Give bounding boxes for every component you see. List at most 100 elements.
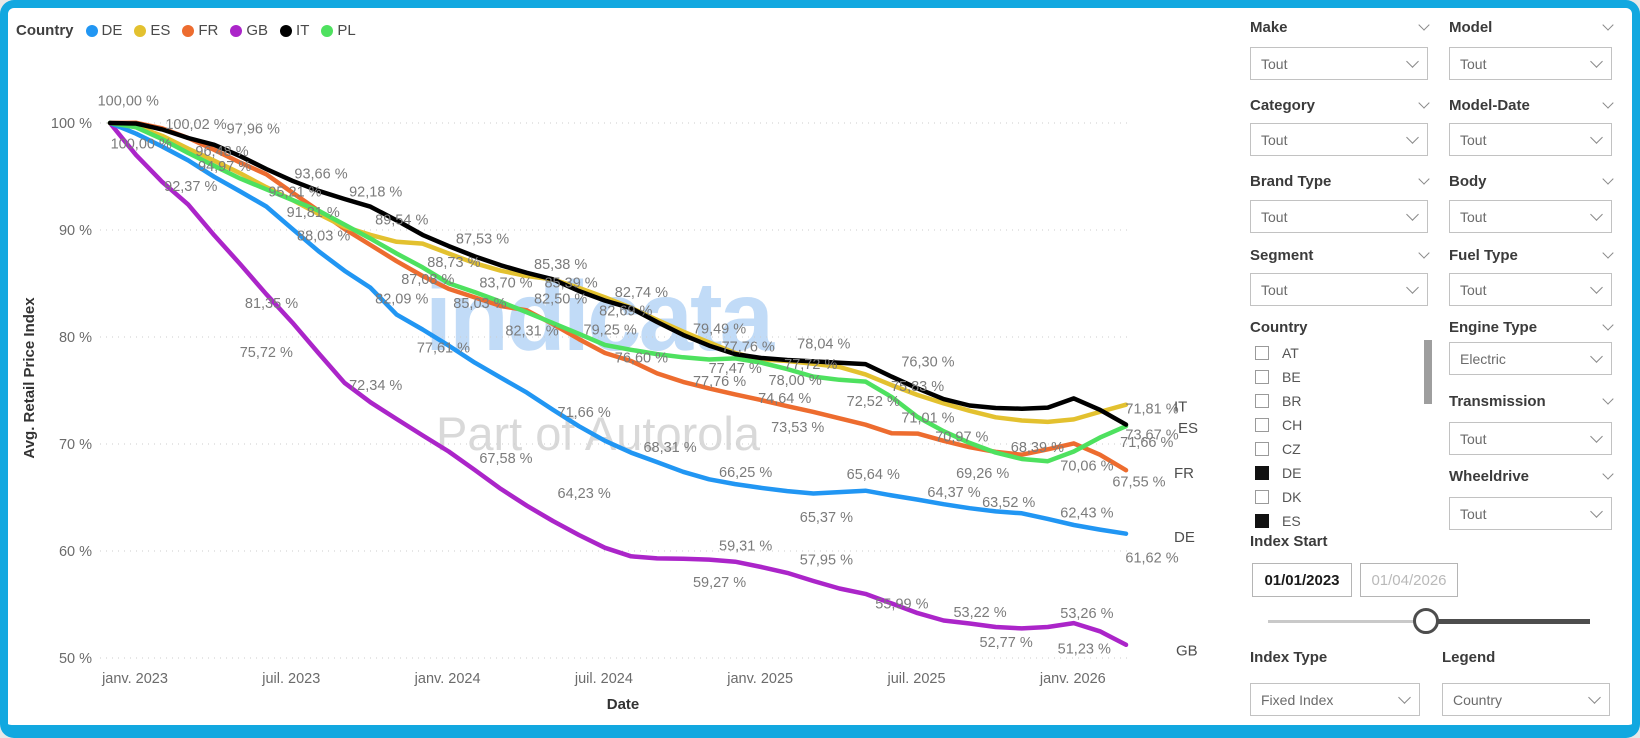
index-start-to-input[interactable]: 01/04/2026 bbox=[1360, 563, 1458, 597]
data-label: 67,55 % bbox=[1112, 474, 1165, 490]
data-label: 76,30 % bbox=[901, 355, 954, 371]
legend-item-label: FR bbox=[198, 22, 219, 39]
data-label: 100,00 % bbox=[111, 136, 172, 152]
data-label: 100,00 % bbox=[98, 94, 159, 110]
chevron-down-icon[interactable] bbox=[1418, 247, 1430, 259]
data-label: 92,18 % bbox=[349, 184, 402, 200]
checkbox-unchecked[interactable] bbox=[1255, 490, 1269, 504]
data-label: 59,31 % bbox=[719, 539, 772, 555]
chevron-down-icon[interactable] bbox=[1418, 19, 1430, 31]
checkbox-unchecked[interactable] bbox=[1255, 442, 1269, 456]
data-label: 76,60 % bbox=[615, 350, 668, 366]
data-label: 59,27 % bbox=[693, 575, 746, 591]
make-dropdown[interactable]: Tout bbox=[1250, 47, 1428, 80]
checkbox-checked[interactable] bbox=[1255, 514, 1269, 528]
segment-dropdown[interactable]: Tout bbox=[1250, 273, 1428, 306]
y-axis-title: Avg. Retail Price Index bbox=[21, 297, 38, 459]
chevron-down-icon bbox=[1590, 281, 1603, 294]
legend-title: Country bbox=[16, 22, 74, 39]
checkbox-unchecked[interactable] bbox=[1255, 394, 1269, 408]
country-option-label: ES bbox=[1282, 513, 1301, 529]
engine-type-filter-label: Engine Type bbox=[1449, 318, 1614, 336]
chevron-down-icon bbox=[1590, 131, 1603, 144]
data-label: 67,58 % bbox=[479, 451, 532, 467]
country-option-BR[interactable]: BR bbox=[1255, 390, 1420, 412]
data-label: 77,47 % bbox=[709, 361, 762, 377]
data-label: 75,72 % bbox=[240, 345, 293, 361]
chart-legend: Country DE ES FR GB IT PL bbox=[16, 22, 356, 39]
x-axis-tick: janv. 2024 bbox=[414, 671, 481, 687]
chevron-down-icon[interactable] bbox=[1418, 173, 1430, 185]
country-option-DE[interactable]: DE bbox=[1255, 462, 1420, 484]
country-option-CH[interactable]: CH bbox=[1255, 414, 1420, 436]
data-label: 73,67 % bbox=[1125, 427, 1178, 443]
series-end-tag-DE: DE bbox=[1174, 529, 1195, 546]
index-start-slider-track[interactable] bbox=[1268, 620, 1426, 623]
country-option-CZ[interactable]: CZ bbox=[1255, 438, 1420, 460]
country-list-scrollbar[interactable] bbox=[1424, 340, 1432, 404]
wheeldrive-dropdown[interactable]: Tout bbox=[1449, 497, 1612, 530]
model-date-dropdown[interactable]: Tout bbox=[1449, 123, 1612, 156]
engine-type-dropdown[interactable]: Electric bbox=[1449, 342, 1612, 375]
category-dropdown[interactable]: Tout bbox=[1250, 123, 1428, 156]
data-label: 64,23 % bbox=[558, 486, 611, 502]
data-label: 71,01 % bbox=[901, 410, 954, 426]
data-label: 51,23 % bbox=[1058, 641, 1111, 657]
country-option-DK[interactable]: DK bbox=[1255, 486, 1420, 508]
country-option-label: AT bbox=[1282, 345, 1299, 361]
country-option-ES[interactable]: ES bbox=[1255, 510, 1420, 532]
legend-item-label: IT bbox=[296, 22, 310, 39]
body-dropdown[interactable]: Tout bbox=[1449, 200, 1612, 233]
legend-item-GB[interactable]: GB bbox=[230, 22, 268, 39]
legend-item-IT[interactable]: IT bbox=[280, 22, 309, 39]
checkbox-unchecked[interactable] bbox=[1255, 346, 1269, 360]
legend-select-dropdown[interactable]: Country bbox=[1442, 683, 1610, 716]
chevron-down-icon[interactable] bbox=[1602, 247, 1614, 259]
data-label: 66,25 % bbox=[719, 465, 772, 481]
data-label: 55,99 % bbox=[875, 596, 928, 612]
index-type-dropdown[interactable]: Fixed Index bbox=[1250, 683, 1420, 716]
legend-item-label: ES bbox=[150, 22, 171, 39]
chevron-down-icon[interactable] bbox=[1602, 468, 1614, 480]
checkbox-unchecked[interactable] bbox=[1255, 418, 1269, 432]
chevron-down-icon[interactable] bbox=[1602, 97, 1614, 109]
index-start-slider-track[interactable] bbox=[1425, 619, 1590, 624]
data-label: 53,26 % bbox=[1060, 606, 1113, 622]
data-label: 89,54 % bbox=[375, 212, 428, 228]
model-dropdown[interactable]: Tout bbox=[1449, 47, 1612, 80]
y-axis-tick: 80 % bbox=[59, 330, 92, 346]
checkbox-checked[interactable] bbox=[1255, 466, 1269, 480]
checkbox-unchecked[interactable] bbox=[1255, 370, 1269, 384]
brand-type-filter-label: Brand Type bbox=[1250, 172, 1430, 190]
transmission-dropdown[interactable]: Tout bbox=[1449, 422, 1612, 455]
chevron-down-icon[interactable] bbox=[1602, 319, 1614, 331]
brand-type-dropdown[interactable]: Tout bbox=[1250, 200, 1428, 233]
chevron-down-icon[interactable] bbox=[1602, 393, 1614, 405]
data-label: 79,49 % bbox=[693, 321, 746, 337]
legend-item-label: DE bbox=[101, 22, 123, 39]
make-filter-label: Make bbox=[1250, 18, 1430, 36]
legend-item-ES[interactable]: ES bbox=[134, 22, 170, 39]
watermark-subtitle: Part of Autorola bbox=[436, 407, 760, 460]
index-start-from-input[interactable]: 01/01/2023 bbox=[1252, 563, 1352, 597]
legend-item-PL[interactable]: PL bbox=[321, 22, 356, 39]
x-axis-tick: janv. 2026 bbox=[1039, 671, 1106, 687]
index-start-slider-handle[interactable] bbox=[1412, 608, 1439, 634]
data-label: 96,48 % bbox=[195, 144, 248, 160]
chevron-down-icon[interactable] bbox=[1418, 97, 1430, 109]
chevron-down-icon bbox=[1590, 505, 1603, 518]
chevron-down-icon[interactable] bbox=[1602, 19, 1614, 31]
series-end-tag-ES: ES bbox=[1178, 420, 1198, 437]
fuel-type-dropdown[interactable]: Tout bbox=[1449, 273, 1612, 306]
legend-color-dot bbox=[321, 24, 334, 37]
country-option-BE[interactable]: BE bbox=[1255, 366, 1420, 388]
chevron-down-icon bbox=[1406, 208, 1419, 221]
series-end-tag-FR: FR bbox=[1174, 465, 1194, 482]
country-option-label: DE bbox=[1282, 465, 1302, 481]
data-label: 53,22 % bbox=[953, 605, 1006, 621]
legend-item-DE[interactable]: DE bbox=[85, 22, 123, 39]
country-option-AT[interactable]: AT bbox=[1255, 342, 1420, 364]
wheeldrive-filter-label: Wheeldrive bbox=[1449, 467, 1614, 485]
legend-item-FR[interactable]: FR bbox=[182, 22, 218, 39]
chevron-down-icon[interactable] bbox=[1602, 173, 1614, 185]
